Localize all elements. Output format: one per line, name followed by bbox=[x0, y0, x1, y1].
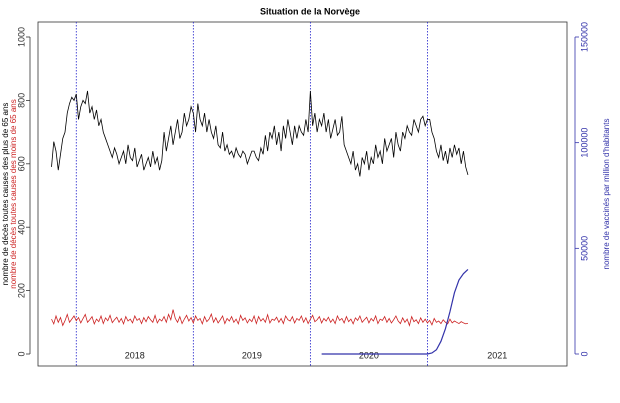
plot-frame bbox=[37, 21, 568, 367]
year-label: 2020 bbox=[359, 350, 379, 360]
y-tick-label: 0 bbox=[16, 351, 26, 356]
y-tick-label: 800 bbox=[16, 93, 26, 108]
y-axis-label-2: nombre de décès toutes causes des moins … bbox=[9, 99, 18, 288]
y-tick-label: 200 bbox=[16, 283, 26, 298]
year-label: 2019 bbox=[242, 350, 262, 360]
y-axis-label: nombre de décès toutes causes des plus d… bbox=[1, 103, 10, 286]
y2-tick-label: 150000 bbox=[579, 22, 589, 52]
y2-tick-label: 0 bbox=[579, 351, 589, 356]
chart-title: Situation de la Norvège bbox=[260, 6, 360, 16]
series-line bbox=[321, 269, 469, 355]
y2-tick-label: 100000 bbox=[579, 128, 589, 158]
y-tick-label: 1000 bbox=[16, 27, 26, 47]
y-tick-label: 600 bbox=[16, 156, 26, 171]
year-label: 2021 bbox=[487, 350, 507, 360]
series-line bbox=[51, 90, 469, 177]
y2-tick-label: 50000 bbox=[579, 236, 589, 261]
y2-axis-label: nombre de vaccinés par million d'habitan… bbox=[602, 119, 611, 270]
year-label: 2018 bbox=[125, 350, 145, 360]
y-tick-label: 400 bbox=[16, 220, 26, 235]
series-line bbox=[51, 309, 469, 327]
